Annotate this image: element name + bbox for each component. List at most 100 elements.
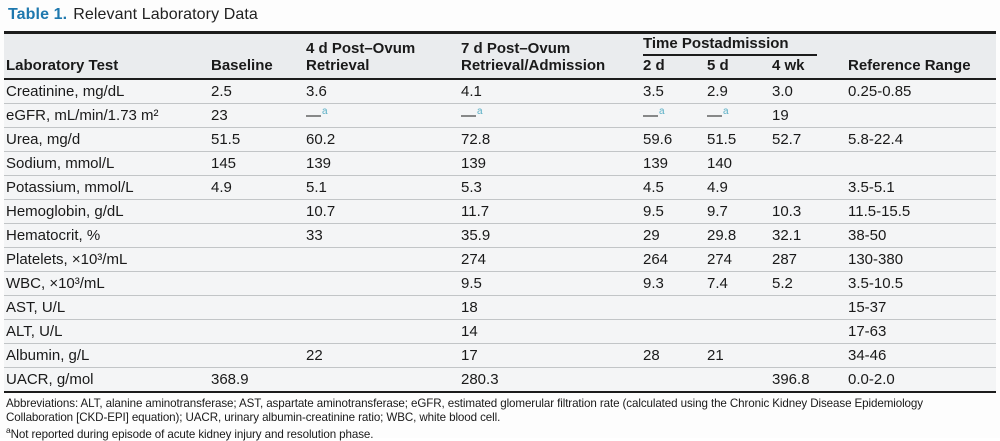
- value-cell: 22: [306, 346, 323, 364]
- value-cell: 145: [211, 154, 237, 172]
- value-cell: 5.2: [772, 274, 793, 292]
- value-cell: 4.5: [643, 178, 664, 196]
- col-header-reference-range: Reference Range: [846, 32, 996, 80]
- lab-test-cell: UACR, g/mol: [6, 370, 94, 388]
- footnote-ref-icon: a: [659, 105, 665, 117]
- value-cell: 11.5-15.5: [848, 202, 911, 220]
- value-cell: 51.5: [211, 130, 241, 148]
- lab-test-cell: WBC, ×10³/mL: [6, 274, 105, 292]
- table-row: Potassium, mmol/L 4.9 5.1 5.3 4.5 4.9 3.5-5.1: [4, 175, 996, 200]
- value-cell: 9.5: [461, 274, 482, 292]
- value-cell: [770, 343, 846, 367]
- value-cell: 140: [707, 154, 733, 172]
- value-cell: 4.1: [461, 82, 482, 100]
- value-cell: [209, 247, 304, 271]
- lab-test-cell: Hematocrit, %: [6, 226, 101, 244]
- table-row: UACR, g/mol 368.9 280.3 396.8 0.0-2.0: [4, 367, 996, 392]
- lab-test-cell: ALT, U/L: [6, 322, 63, 340]
- value-cell: 0.0-2.0: [848, 370, 895, 388]
- value-cell: 3.0: [772, 82, 793, 100]
- table-title-text: Relevant Laboratory Data: [73, 6, 258, 23]
- value-cell: 33: [306, 226, 323, 244]
- value-cell: 23: [211, 106, 228, 124]
- col-group-time-postadmission: Time Postadmission: [641, 33, 846, 56]
- lab-test-cell: Creatinine, mg/dL: [6, 82, 125, 100]
- value-cell: 60.2: [306, 130, 336, 148]
- table-row: ALT, U/L 14 17-63: [4, 319, 996, 344]
- table-title: Table 1. Relevant Laboratory Data: [0, 0, 1000, 31]
- value-cell: 34-46: [848, 346, 887, 364]
- value-cell: 29: [643, 226, 660, 244]
- value-cell: [641, 367, 705, 392]
- footnote-ref-icon: a: [723, 105, 729, 117]
- lab-test-cell: Sodium, mmol/L: [6, 154, 115, 172]
- value-cell: 4.9: [211, 178, 232, 196]
- value-cell: 52.7: [772, 130, 802, 148]
- value-cell: 274: [461, 250, 487, 268]
- footnote-a: aNot reported during episode of acute ki…: [6, 425, 992, 441]
- lab-test-cell: Hemoglobin, g/dL: [6, 202, 124, 220]
- value-cell: 2.5: [211, 82, 232, 100]
- value-cell: [304, 247, 459, 271]
- footnote-a-marker: a: [6, 424, 11, 435]
- value-cell: [641, 295, 705, 319]
- value-cell: [846, 103, 996, 127]
- value-cell: 130-380: [848, 250, 904, 268]
- value-cell: 3.6: [306, 82, 327, 100]
- value-cell: 7.4: [707, 274, 728, 292]
- value-cell: 9.7: [707, 202, 728, 220]
- lab-test-cell: Platelets, ×10³/mL: [6, 250, 128, 268]
- value-cell: 11.7: [461, 202, 490, 220]
- footnote-ref-icon: a: [322, 105, 328, 117]
- value-cell: 51.5: [707, 130, 737, 148]
- value-cell: 35.9: [461, 226, 491, 244]
- value-cell: [641, 319, 705, 343]
- value-cell: [705, 319, 770, 343]
- value-cell: [304, 271, 459, 295]
- value-cell: [209, 343, 304, 367]
- value-cell: [846, 151, 996, 175]
- value-cell: 3.5-10.5: [848, 274, 904, 292]
- col-header-2d: 2 d: [641, 55, 705, 80]
- lab-test-cell: Albumin, g/L: [6, 346, 90, 364]
- col-header-4d-post-ovum: 4 d Post–Ovum Retrieval: [304, 32, 459, 80]
- footnote-a-text: Not reported during episode of acute kid…: [10, 427, 374, 441]
- value-cell: 5.1: [306, 178, 327, 196]
- value-cell: [209, 271, 304, 295]
- table-row: WBC, ×10³/mL 9.5 9.3 7.4 5.2 3.5-10.5: [4, 271, 996, 296]
- value-cell: 9.3: [643, 274, 664, 292]
- col-header-4wk: 4 wk: [770, 55, 846, 80]
- value-cell: 72.8: [461, 130, 491, 148]
- value-cell: 287: [772, 250, 798, 268]
- table-body: Creatinine, mg/dL 2.5 3.6 4.1 3.5 2.9 3.0 0.25-…: [4, 78, 996, 392]
- value-cell: [304, 319, 459, 343]
- value-cell: [770, 295, 846, 319]
- value-cell: 21: [707, 346, 724, 364]
- table-row: eGFR, mL/min/1.73 m² 23 —a —a —a —a 19: [4, 103, 996, 128]
- table-row: Creatinine, mg/dL 2.5 3.6 4.1 3.5 2.9 3.0 0.25-…: [4, 78, 996, 104]
- value-cell: 3.5: [643, 82, 664, 100]
- value-cell: 9.5: [643, 202, 664, 220]
- value-cell: [304, 367, 459, 392]
- value-cell: —a: [643, 105, 665, 124]
- value-cell: 28: [643, 346, 660, 364]
- value-cell: 10.3: [772, 202, 802, 220]
- table-number-label: Table 1.: [8, 6, 68, 23]
- value-cell: —a: [306, 105, 328, 124]
- table-row: Platelets, ×10³/mL 274 264 274 287 130-380: [4, 247, 996, 272]
- value-cell: [770, 175, 846, 199]
- lab-test-cell: AST, U/L: [6, 298, 66, 316]
- value-cell: 5.8-22.4: [848, 130, 904, 148]
- value-cell: 0.25-0.85: [848, 82, 912, 100]
- col-header-laboratory-test: Laboratory Test: [4, 32, 209, 80]
- value-cell: 264: [643, 250, 669, 268]
- value-cell: 139: [643, 154, 669, 172]
- value-cell: 14: [461, 322, 478, 340]
- value-cell: 32.1: [772, 226, 802, 244]
- value-cell: 19: [772, 106, 789, 124]
- value-cell: 4.9: [707, 178, 728, 196]
- value-cell: 139: [461, 154, 487, 172]
- laboratory-data-table: Laboratory Test Baseline 4 d Post–Ovum R…: [4, 31, 996, 393]
- value-cell: [705, 295, 770, 319]
